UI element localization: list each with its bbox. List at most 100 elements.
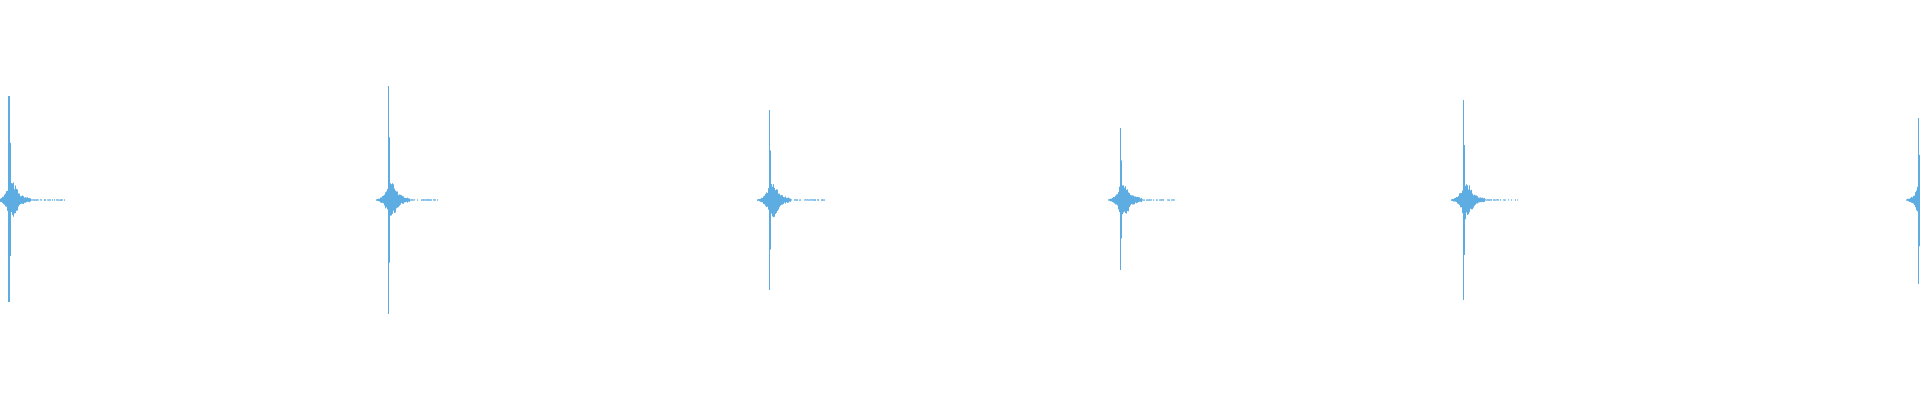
waveform-sample (47, 199, 48, 201)
waveform-sample (48, 199, 49, 201)
waveform-sample (773, 184, 774, 218)
waveform-sample (1912, 197, 1913, 204)
waveform-sample (437, 199, 438, 201)
waveform-sample (400, 194, 401, 205)
waveform-sample (764, 195, 765, 205)
waveform-sample (54, 199, 55, 201)
waveform-sample (381, 197, 382, 203)
waveform-sample (768, 188, 769, 210)
waveform-sample (1453, 199, 1454, 202)
waveform-sample (1909, 198, 1910, 202)
waveform-sample (1917, 186, 1918, 212)
waveform-sample (1129, 192, 1130, 208)
waveform-sample (25, 197, 26, 203)
waveform-sample (31, 199, 32, 201)
waveform-sample (394, 188, 395, 213)
waveform-sample (822, 199, 823, 201)
waveform-sample (1137, 196, 1138, 203)
waveform-sample (788, 197, 789, 203)
waveform-sample (761, 197, 762, 203)
waveform-sample (1487, 199, 1488, 201)
waveform-sample (434, 199, 435, 201)
waveform-sample (16, 188, 17, 211)
waveform-sample (435, 199, 436, 201)
waveform-sample (4, 194, 5, 205)
waveform-sample (20, 196, 21, 205)
waveform-sample (791, 199, 792, 201)
waveform-sample (765, 193, 766, 206)
waveform-sample (404, 197, 405, 203)
waveform-sample (6, 191, 7, 207)
waveform-sample (1161, 199, 1162, 201)
waveform-sample (407, 197, 408, 203)
waveform-sample (1916, 190, 1917, 211)
waveform-bursts (0, 86, 1920, 314)
waveform-sample (1148, 199, 1149, 201)
waveform-sample (391, 184, 392, 216)
waveform-sample (1481, 197, 1482, 203)
waveform-sample (790, 198, 791, 202)
waveform-sample (12, 183, 13, 215)
waveform-sample (805, 199, 806, 201)
waveform-sample (1473, 195, 1474, 208)
waveform-sample (1910, 197, 1911, 203)
waveform-sample (64, 199, 65, 201)
waveform-sample (378, 198, 379, 202)
waveform-sample (30, 198, 31, 202)
waveform-sample (1477, 196, 1478, 204)
waveform-sample (1915, 192, 1916, 208)
waveform-sample (36, 199, 37, 201)
waveform-sample (811, 199, 812, 201)
waveform-sample (824, 199, 825, 201)
waveform-sample (1451, 199, 1452, 201)
waveform-sample (1491, 199, 1492, 201)
waveform-sample (1911, 196, 1912, 203)
waveform-sample (428, 199, 429, 201)
waveform-burst (0, 96, 65, 302)
waveform-sample (1458, 196, 1459, 205)
waveform-sample (1118, 191, 1119, 210)
waveform-sample (1144, 199, 1145, 201)
waveform-burst (376, 86, 438, 314)
waveform-sample (770, 150, 771, 250)
waveform-sample (781, 195, 782, 205)
waveform-sample (806, 199, 807, 201)
waveform-sample (1471, 189, 1472, 210)
waveform-sample (1467, 185, 1468, 215)
waveform-sample (377, 198, 378, 201)
waveform-sample (60, 199, 61, 201)
waveform-sample (1172, 199, 1173, 201)
waveform-sample (56, 199, 57, 201)
waveform-sample (1160, 199, 1161, 201)
waveform-sample (21, 196, 22, 204)
waveform-sample (809, 199, 810, 201)
waveform-sample (1151, 199, 1152, 201)
waveform-sample (794, 199, 795, 201)
waveform-sample (1135, 196, 1136, 203)
waveform-sample (1128, 192, 1129, 212)
waveform-sample (29, 197, 30, 203)
waveform-sample (778, 193, 779, 210)
waveform-sample (1485, 199, 1486, 201)
waveform-sample (409, 198, 410, 202)
waveform-sample (1454, 198, 1455, 202)
waveform-sample (1469, 185, 1470, 213)
waveform-sample (401, 195, 402, 203)
waveform-sample (1139, 197, 1140, 202)
waveform-sample (45, 199, 46, 201)
waveform-sample (807, 199, 808, 201)
waveform-sample (786, 197, 787, 203)
waveform-sample (1171, 199, 1172, 201)
waveform-sample (774, 187, 775, 217)
waveform-sample (1474, 194, 1475, 206)
waveform-sample (1466, 184, 1467, 213)
waveform-sample (769, 110, 770, 290)
waveform-sample (1463, 100, 1464, 300)
waveform-sample (1459, 193, 1460, 206)
waveform-sample (5, 193, 6, 207)
waveform-sample (1476, 195, 1477, 204)
waveform-sample (35, 199, 36, 201)
waveform-sample (399, 194, 400, 206)
waveform-sample (780, 195, 781, 206)
waveform-sample (13, 182, 14, 217)
